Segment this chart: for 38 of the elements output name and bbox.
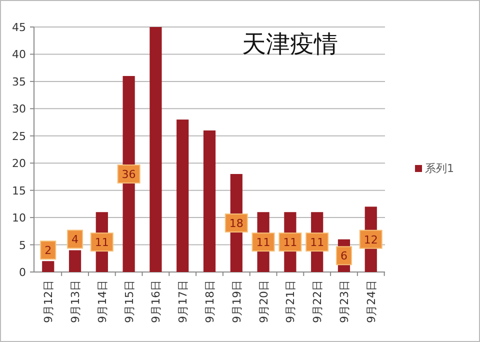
y-tick-label: 5 (19, 238, 26, 252)
y-tick-label: 25 (12, 130, 26, 143)
y-tick-label: 10 (12, 212, 26, 225)
data-label: 11 (256, 236, 270, 250)
data-label: 2 (44, 244, 52, 258)
x-tick-label: 9月18日 (204, 280, 216, 323)
x-tick-label: 9月20日 (257, 280, 270, 323)
y-tick-label: 0 (19, 266, 26, 279)
y-tick-label: 35 (12, 75, 26, 88)
y-tick-label: 40 (12, 48, 26, 62)
x-tick-label: 9月19日 (230, 280, 244, 323)
data-label: 11 (283, 236, 298, 250)
data-label: 4 (72, 233, 79, 246)
data-label: 18 (229, 217, 244, 230)
x-tick-label: 9月17日 (176, 280, 190, 323)
data-label: 12 (364, 233, 378, 246)
x-tick-label: 9月14日 (96, 280, 109, 323)
y-tick-label: 15 (12, 184, 26, 198)
x-tick-label: 9月24日 (364, 280, 378, 323)
bar (176, 120, 189, 272)
data-label: 11 (310, 236, 324, 250)
x-tick-label: 9月13日 (69, 280, 82, 323)
bar (150, 27, 162, 272)
data-label: 6 (340, 250, 348, 263)
y-tick-label: 20 (12, 157, 26, 170)
x-tick-label: 9月23日 (338, 280, 351, 323)
data-label: 36 (122, 168, 136, 181)
x-tick-label: 9月12日 (42, 280, 56, 323)
chart-title: 天津疫情 (242, 30, 338, 58)
x-tick-label: 9月21日 (284, 280, 298, 323)
bar (203, 130, 216, 272)
x-tick-label: 9月16日 (150, 280, 163, 323)
y-tick-label: 45 (12, 21, 26, 34)
y-tick-label: 30 (12, 102, 26, 116)
x-tick-label: 9月22日 (311, 280, 324, 323)
data-label: 11 (94, 236, 109, 250)
legend-label: 系列1 (425, 162, 454, 175)
x-tick-label: 9月15日 (122, 280, 136, 323)
